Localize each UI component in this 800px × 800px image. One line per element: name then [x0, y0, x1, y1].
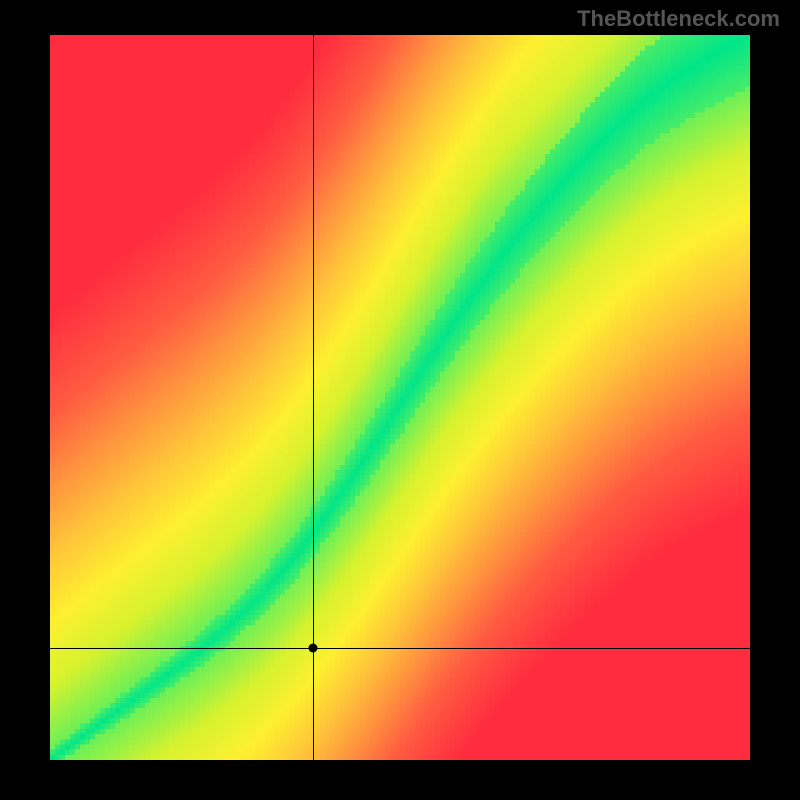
heatmap-plot-area — [50, 35, 750, 760]
chart-container: TheBottleneck.com — [0, 0, 800, 800]
watermark-text: TheBottleneck.com — [577, 6, 780, 32]
crosshair-horizontal — [50, 648, 750, 649]
marker-dot — [308, 643, 317, 652]
heatmap-canvas — [50, 35, 750, 760]
